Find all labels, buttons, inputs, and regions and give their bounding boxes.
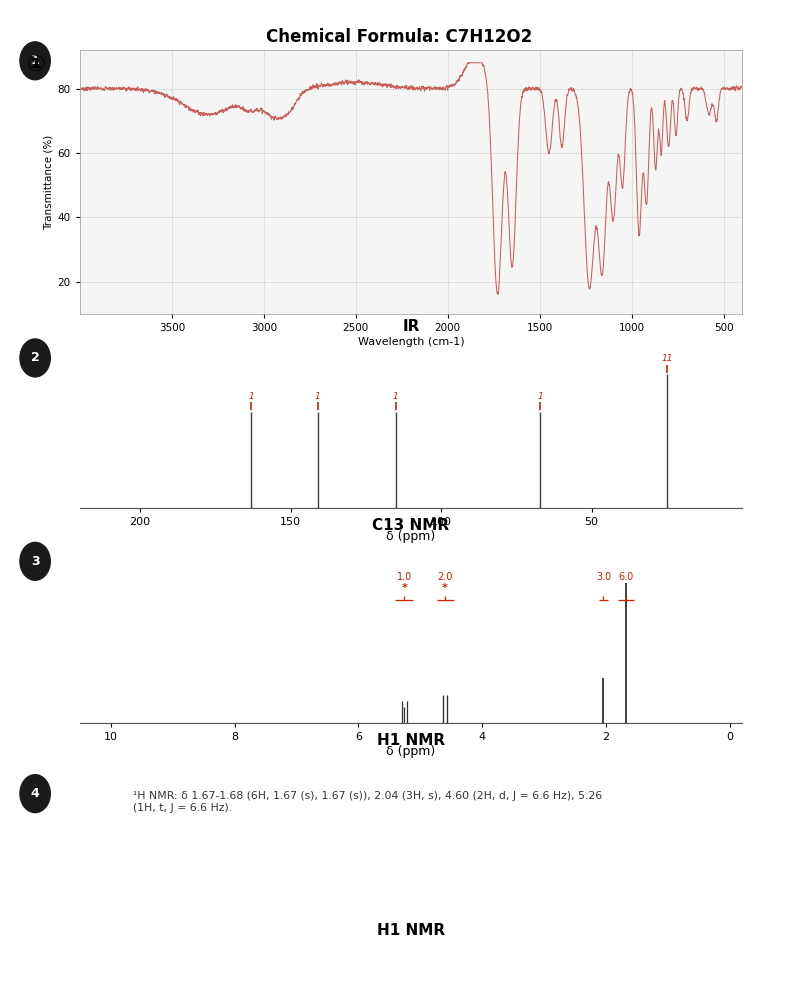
Text: H1 NMR: H1 NMR — [377, 923, 445, 938]
Text: 1: 1 — [393, 392, 399, 401]
Text: 1: 1 — [31, 54, 39, 68]
Text: 1: 1 — [538, 392, 543, 401]
Circle shape — [20, 42, 50, 80]
Circle shape — [20, 339, 50, 377]
Text: ①: ① — [26, 55, 45, 75]
X-axis label: δ (ppm): δ (ppm) — [386, 530, 436, 543]
Text: Chemical Formula: C7H12O2: Chemical Formula: C7H12O2 — [266, 28, 532, 46]
X-axis label: Wavelength (cm-1): Wavelength (cm-1) — [358, 337, 464, 347]
Text: 4: 4 — [31, 787, 39, 801]
X-axis label: δ (ppm): δ (ppm) — [386, 745, 436, 758]
Text: C13 NMR: C13 NMR — [373, 518, 449, 533]
Text: IR: IR — [402, 319, 420, 334]
Text: 2: 2 — [31, 351, 39, 365]
Text: H1 NMR: H1 NMR — [377, 733, 445, 748]
Text: *: * — [401, 583, 407, 593]
Text: 2.0: 2.0 — [437, 572, 452, 582]
Text: 1: 1 — [248, 392, 255, 401]
Text: ¹H NMR: δ 1.67-1.68 (6H, 1.67 (s), 1.67 (s)), 2.04 (3H, s), 4.60 (2H, d, J = 6.6: ¹H NMR: δ 1.67-1.68 (6H, 1.67 (s), 1.67 … — [133, 791, 602, 813]
Text: 3.0: 3.0 — [596, 572, 611, 582]
Text: 3: 3 — [31, 554, 39, 568]
Text: *: * — [442, 583, 448, 593]
Text: 1.0: 1.0 — [397, 572, 412, 582]
Circle shape — [20, 775, 50, 813]
Circle shape — [20, 542, 50, 580]
Text: 6.0: 6.0 — [618, 572, 634, 582]
Text: 11: 11 — [661, 354, 673, 363]
Text: 1: 1 — [314, 392, 321, 401]
Y-axis label: Transmittance (%): Transmittance (%) — [43, 135, 53, 229]
